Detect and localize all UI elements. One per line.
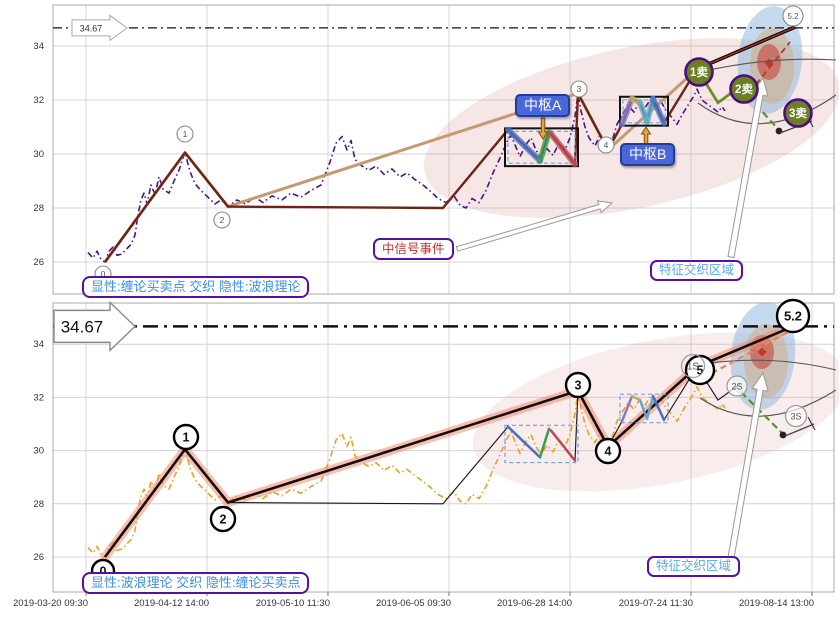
- wave-label-5.2-text: 5.2: [787, 12, 799, 21]
- x-tick-label: 2019-06-05 09:30: [376, 598, 451, 609]
- pivot-box-a: [504, 424, 579, 464]
- pen-stroke: [506, 425, 542, 459]
- wave-label-5.2: [775, 298, 811, 334]
- wave-label-3-text: 3: [575, 379, 582, 393]
- wave-label-2-text: 2: [220, 215, 225, 225]
- pen-stroke: [548, 130, 578, 168]
- x-tick-label: 2019-07-24 11:30: [619, 598, 693, 609]
- pen-stroke: [620, 394, 634, 423]
- wave-label-1: [176, 125, 194, 143]
- target-dot: [775, 127, 783, 135]
- projection-arc: [697, 94, 837, 125]
- x-tick-label: 2019-04-12 14:00: [134, 598, 209, 609]
- sell-point-2-text: 2卖: [735, 82, 753, 96]
- level-tag: [53, 300, 137, 353]
- wave-label-2: [213, 211, 231, 229]
- wave-label-5-text: 5: [697, 364, 704, 378]
- projection-green-dashed: [740, 391, 784, 435]
- y-tick-label: 30: [33, 149, 44, 160]
- panel-border: [52, 4, 835, 295]
- mid-signal-event-label: 中信号事件: [373, 238, 454, 260]
- y-tick-label: 32: [33, 95, 44, 106]
- projection-red-dashed: [702, 330, 791, 379]
- wave-label-5.2: [782, 5, 804, 27]
- wave-label-3: [564, 371, 592, 399]
- pen-stroke: [630, 394, 642, 402]
- wave-label-4-text: 4: [604, 140, 609, 150]
- feature-zone-label-top: 特征交织区域: [650, 260, 744, 281]
- y-tick-label: 34: [33, 339, 44, 350]
- y-tick-label: 28: [33, 499, 44, 510]
- hidden-sell-2S-text: 2S: [731, 381, 742, 391]
- wave-label-4-text: 4: [605, 445, 612, 459]
- wave-label-1-text: 1: [183, 129, 188, 139]
- sell-point-1: [684, 57, 714, 87]
- y-tick-label: 34: [33, 41, 44, 52]
- hidden-sell-1S-text: 1S: [687, 361, 700, 372]
- pivot-box-b: [619, 95, 669, 127]
- pivot-a-label: 中枢A: [515, 94, 571, 117]
- wave-label-2: [209, 505, 237, 533]
- y-tick-label: 28: [33, 203, 44, 214]
- panel-border: [52, 302, 835, 593]
- pivot-box-b: [619, 393, 669, 424]
- x-tick-label: 2019-03-20 09:30: [13, 598, 88, 609]
- pivot-b-label: 中枢B: [620, 143, 676, 166]
- pen-stroke: [537, 128, 552, 164]
- wave-label-1-text: 1: [183, 431, 190, 445]
- level-tag-text: 34.67: [80, 23, 103, 33]
- projection-line: [701, 359, 837, 371]
- hidden-sell-3S-text: 3S: [790, 411, 801, 421]
- wave-label-1: [172, 423, 200, 451]
- target-dot: [779, 431, 787, 439]
- projection-green-dashed: [747, 95, 780, 131]
- pen-stroke: [619, 95, 635, 128]
- pointer-arrow: [455, 200, 614, 252]
- x-tick-label: 2019-05-10 11:30: [256, 598, 330, 609]
- y-tick-label: 26: [33, 257, 44, 268]
- pointer-arrow: [727, 371, 769, 560]
- wave-label-3: [570, 80, 588, 98]
- y-tick-label: 26: [33, 552, 44, 563]
- level-tag-text: 34.67: [61, 317, 104, 336]
- sell-point-3-text: 3卖: [789, 106, 807, 120]
- bracket-tick: [807, 416, 816, 431]
- pen-stroke: [638, 398, 649, 421]
- pen-stroke: [651, 394, 666, 422]
- wave-label-0-text: 0: [100, 565, 107, 579]
- hidden-sell-1S: [680, 353, 706, 379]
- hidden-sell-2S: [726, 375, 748, 397]
- pen-stroke: [650, 95, 667, 126]
- sell-point-1-text: 1卖: [690, 65, 708, 79]
- x-tick-label: 2019-08-14 13:00: [739, 598, 814, 609]
- y-tick-label: 30: [33, 446, 44, 457]
- bracket-line: [784, 423, 815, 437]
- pen-stroke: [549, 429, 577, 463]
- wave-label-2-text: 2: [220, 513, 227, 527]
- wave-label-3-text: 3: [577, 84, 582, 94]
- pen-stroke: [645, 394, 655, 421]
- sell-point-3: [783, 98, 813, 128]
- pivot-arrow: [537, 117, 549, 140]
- legend-top-panel: 显性:缠论买卖点 交织 隐性:波浪理论: [82, 276, 310, 298]
- pen-stroke: [538, 427, 551, 459]
- pivot-box-dashed: [622, 99, 666, 124]
- x-tick-label: 2019-06-28 14:00: [497, 598, 572, 609]
- legend-bottom-panel: 显性:波浪理论 交织 隐性:缠论买卖点: [82, 572, 310, 594]
- final-trend-red: [696, 26, 796, 70]
- projection-line: [699, 58, 837, 73]
- wave-label-4: [597, 136, 615, 154]
- pivot-arrow: [640, 126, 652, 145]
- y-tick-label: 32: [33, 392, 44, 403]
- pen-stroke: [505, 126, 543, 164]
- sell-point-2: [729, 74, 759, 104]
- feature-zone-label-bottom: 特征交织区域: [647, 556, 741, 577]
- wave-label-4: [594, 437, 622, 465]
- wave-label-0-text: 0: [101, 269, 106, 279]
- hidden-sell-3S: [784, 404, 808, 428]
- level-tag: [71, 14, 128, 42]
- wave-label-5.2-text: 5.2: [784, 309, 802, 324]
